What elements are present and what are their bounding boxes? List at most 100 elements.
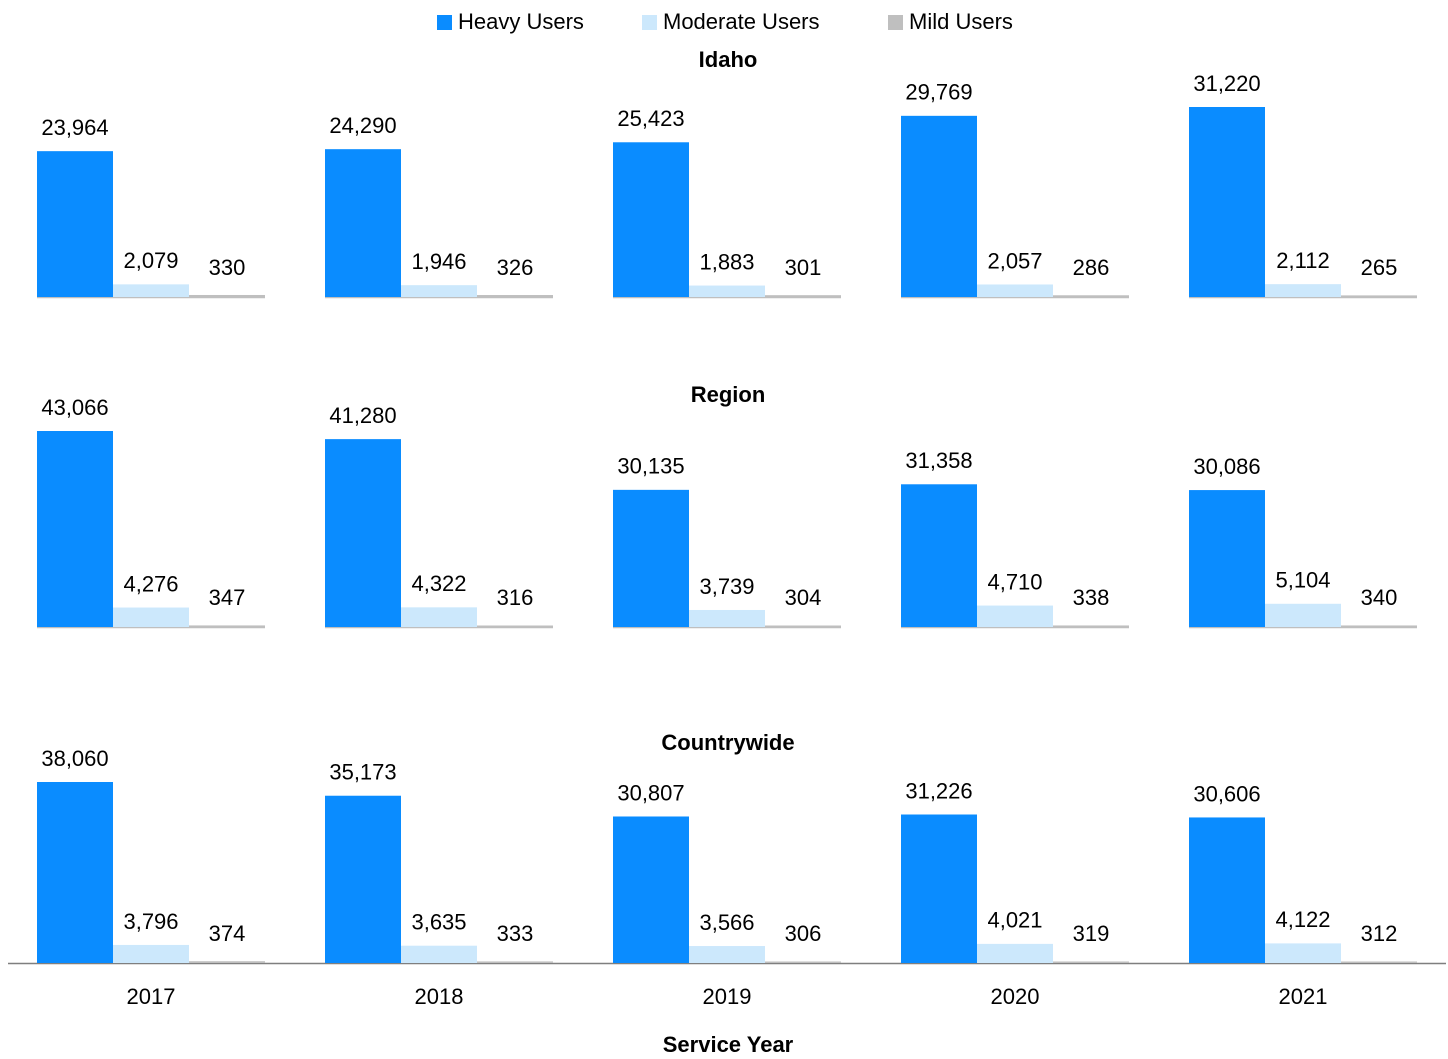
data-label: 301 bbox=[785, 255, 822, 280]
bar bbox=[325, 795, 401, 963]
x-tick-label: 2020 bbox=[991, 984, 1040, 1009]
bar bbox=[1053, 295, 1129, 297]
bar bbox=[613, 816, 689, 963]
data-label: 374 bbox=[209, 921, 246, 946]
data-label: 4,322 bbox=[411, 571, 466, 596]
bar bbox=[689, 946, 765, 963]
bar bbox=[765, 625, 841, 627]
data-label: 1,946 bbox=[411, 249, 466, 274]
data-label: 3,796 bbox=[123, 909, 178, 934]
data-label: 340 bbox=[1361, 585, 1398, 610]
data-label: 24,290 bbox=[329, 113, 396, 138]
data-label: 31,220 bbox=[1193, 71, 1260, 96]
data-label: 3,739 bbox=[699, 574, 754, 599]
data-label: 4,021 bbox=[987, 908, 1042, 933]
data-label: 326 bbox=[497, 255, 534, 280]
x-tick-label: 2019 bbox=[703, 984, 752, 1009]
bar bbox=[37, 151, 113, 297]
bar bbox=[1053, 625, 1129, 627]
data-label: 286 bbox=[1073, 255, 1110, 280]
bar bbox=[189, 961, 265, 963]
data-label: 30,086 bbox=[1193, 454, 1260, 479]
legend-label: Heavy Users bbox=[458, 9, 584, 34]
data-label: 30,135 bbox=[617, 454, 684, 479]
bar bbox=[401, 285, 477, 297]
data-label: 4,122 bbox=[1275, 907, 1330, 932]
bar bbox=[765, 295, 841, 297]
x-tick-label: 2017 bbox=[127, 984, 176, 1009]
data-label: 265 bbox=[1361, 255, 1398, 280]
bar bbox=[901, 115, 977, 297]
bar bbox=[977, 605, 1053, 627]
data-label: 4,276 bbox=[123, 571, 178, 596]
bar bbox=[1189, 490, 1265, 627]
data-label: 306 bbox=[785, 921, 822, 946]
bar bbox=[113, 284, 189, 297]
data-label: 304 bbox=[785, 585, 822, 610]
bar bbox=[325, 439, 401, 627]
panel-title: Region bbox=[691, 382, 766, 407]
data-label: 31,358 bbox=[905, 448, 972, 473]
data-label: 30,606 bbox=[1193, 781, 1260, 806]
bar bbox=[1265, 943, 1341, 963]
data-label: 3,635 bbox=[411, 910, 466, 935]
legend-label: Mild Users bbox=[909, 9, 1013, 34]
bar bbox=[401, 607, 477, 627]
bar bbox=[1341, 295, 1417, 297]
x-axis-label: Service Year bbox=[663, 1032, 794, 1057]
bar bbox=[901, 814, 977, 963]
bar bbox=[977, 284, 1053, 297]
data-label: 38,060 bbox=[41, 746, 108, 771]
bar bbox=[477, 961, 553, 963]
bar bbox=[113, 944, 189, 963]
data-label: 31,226 bbox=[905, 778, 972, 803]
bar bbox=[37, 431, 113, 627]
bar bbox=[401, 945, 477, 963]
data-label: 35,173 bbox=[329, 760, 396, 785]
data-label: 25,423 bbox=[617, 106, 684, 131]
data-label: 41,280 bbox=[329, 403, 396, 428]
x-tick-label: 2021 bbox=[1279, 984, 1328, 1009]
bar bbox=[901, 484, 977, 627]
data-label: 43,066 bbox=[41, 395, 108, 420]
bar bbox=[37, 782, 113, 963]
data-label: 330 bbox=[209, 255, 246, 280]
data-label: 333 bbox=[497, 921, 534, 946]
legend-swatch bbox=[437, 15, 452, 30]
x-tick-label: 2018 bbox=[415, 984, 464, 1009]
data-label: 29,769 bbox=[905, 80, 972, 105]
bar bbox=[1341, 625, 1417, 627]
bar bbox=[1189, 817, 1265, 963]
bar bbox=[689, 609, 765, 627]
data-label: 1,883 bbox=[699, 249, 754, 274]
data-label: 347 bbox=[209, 585, 246, 610]
bar bbox=[477, 295, 553, 297]
bar bbox=[189, 294, 265, 297]
legend-swatch bbox=[888, 15, 903, 30]
legend-swatch bbox=[642, 15, 657, 30]
panel-title: Idaho bbox=[699, 47, 758, 72]
bar bbox=[765, 961, 841, 963]
data-label: 5,104 bbox=[1275, 568, 1330, 593]
bar bbox=[189, 625, 265, 627]
data-label: 3,566 bbox=[699, 910, 754, 935]
bar bbox=[1189, 107, 1265, 297]
data-label: 316 bbox=[497, 585, 534, 610]
data-label: 338 bbox=[1073, 585, 1110, 610]
bar bbox=[1265, 603, 1341, 627]
bar bbox=[1053, 961, 1129, 963]
panel-title: Countrywide bbox=[661, 730, 794, 755]
bar bbox=[689, 285, 765, 297]
bar bbox=[113, 607, 189, 627]
data-label: 23,964 bbox=[41, 115, 108, 140]
bar bbox=[325, 149, 401, 297]
data-label: 312 bbox=[1361, 921, 1398, 946]
data-label: 30,807 bbox=[617, 780, 684, 805]
data-label: 2,079 bbox=[123, 248, 178, 273]
data-label: 2,057 bbox=[987, 248, 1042, 273]
bar bbox=[1341, 961, 1417, 963]
legend-label: Moderate Users bbox=[663, 9, 820, 34]
bar bbox=[613, 142, 689, 297]
data-label: 2,112 bbox=[1276, 248, 1329, 273]
